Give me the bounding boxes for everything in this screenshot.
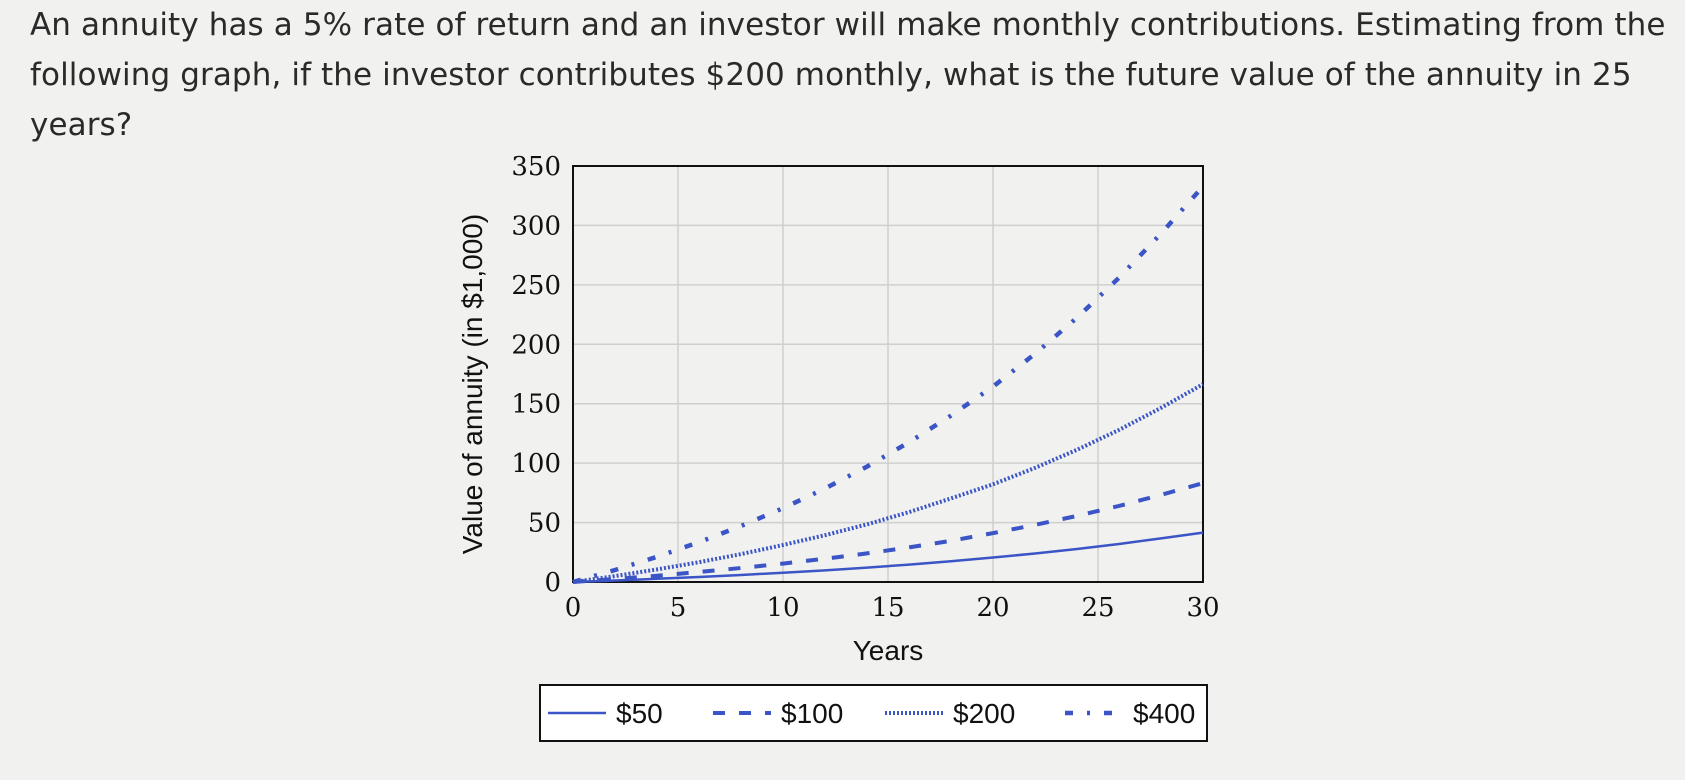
y-tick-label: 150 bbox=[511, 390, 561, 420]
x-tick-label: 10 bbox=[766, 593, 799, 623]
series-line-100 bbox=[572, 481, 1204, 584]
series-layer bbox=[572, 184, 1205, 585]
x-tick-label: 20 bbox=[976, 593, 1009, 623]
y-tick-labels: 0 50 100 150 200 250 300 350 bbox=[511, 152, 561, 598]
x-tick-labels: 0 5 10 15 20 25 30 bbox=[565, 593, 1220, 623]
chart-legend: $50 $100 $200 $400 bbox=[539, 684, 1208, 742]
x-tick-label: 25 bbox=[1081, 593, 1114, 623]
x-axis-title: Years bbox=[853, 635, 924, 666]
legend-label: $50 bbox=[616, 698, 663, 729]
x-tick-label: 30 bbox=[1186, 593, 1219, 623]
x-tick-label: 15 bbox=[871, 593, 904, 623]
legend-label: $400 bbox=[1133, 698, 1195, 729]
y-tick-label: 50 bbox=[528, 509, 561, 539]
y-tick-label: 200 bbox=[511, 330, 561, 360]
y-tick-label: 0 bbox=[544, 568, 561, 598]
y-axis-title: Value of annuity (in $1,000) bbox=[457, 214, 488, 554]
x-tick-label: 5 bbox=[670, 593, 687, 623]
plot-frame bbox=[572, 165, 1204, 583]
y-tick-label: 300 bbox=[511, 211, 561, 241]
y-tick-label: 350 bbox=[511, 152, 561, 182]
x-tick-label: 0 bbox=[565, 593, 582, 623]
y-tick-label: 100 bbox=[511, 449, 561, 479]
series-line-50 bbox=[572, 531, 1204, 584]
legend-box bbox=[539, 684, 1208, 742]
legend-label: $200 bbox=[953, 698, 1015, 729]
y-tick-label: 250 bbox=[511, 271, 561, 301]
series-line-200 bbox=[572, 382, 1204, 584]
question-text: An annuity has a 5% rate of return and a… bbox=[30, 7, 1666, 143]
legend-label: $100 bbox=[781, 698, 843, 729]
